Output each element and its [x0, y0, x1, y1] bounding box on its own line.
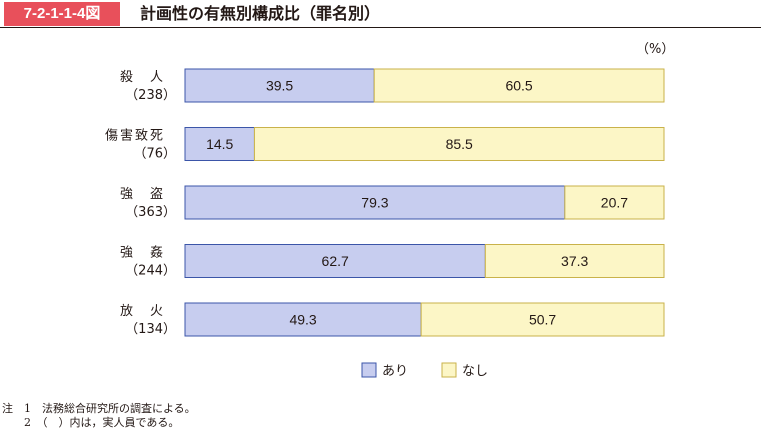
bar-value-label: 60.5: [505, 78, 532, 94]
bar-value-label: 79.3: [361, 195, 388, 211]
bar-value-label: 85.5: [446, 136, 473, 152]
bar-segment-yes: [184, 68, 375, 103]
bar-value-label: 50.7: [529, 312, 556, 328]
category-count-label: （244）: [125, 264, 176, 279]
figure-title: 計画性の有無別構成比（罪名別）: [140, 4, 381, 23]
figure-number-badge: 7-2-1-1-4図: [4, 2, 120, 26]
footnote-1: 注 1 法務総合研究所の調査による。: [2, 402, 196, 415]
legend-label-yes: あり: [382, 364, 408, 379]
bar-segment-yes: [184, 127, 255, 161]
category-count-label: （363）: [125, 205, 176, 220]
category-label: 強 姦: [120, 245, 165, 261]
footnotes: 注 1 法務総合研究所の調査による。 2 （ ）内は，実人員である。: [2, 402, 196, 430]
bar-segment-no: [420, 302, 665, 337]
bar-segment-yes: [184, 185, 566, 220]
category-label: 強 盗: [120, 186, 165, 202]
bar-segment-no: [564, 185, 665, 220]
bar-value-label: 14.5: [206, 136, 233, 152]
bar-segment-no: [253, 127, 665, 161]
bar-value-label: 39.5: [266, 78, 293, 94]
legend-swatch-yes: [361, 362, 377, 378]
category-count-label: （76）: [133, 147, 176, 162]
legend-swatch-no: [441, 362, 457, 378]
bar-segment-yes: [184, 302, 422, 337]
bar-value-label: 62.7: [322, 253, 349, 269]
category-label: 傷害致死: [105, 128, 165, 144]
bar-value-label: 49.3: [289, 312, 316, 328]
bar-value-label: 20.7: [601, 195, 628, 211]
category-count-label: （238）: [125, 88, 176, 103]
bar-segment-no: [373, 68, 665, 103]
title-underline: [0, 27, 761, 28]
bar-value-label: 37.3: [561, 253, 588, 269]
bar-segment-no: [484, 244, 665, 278]
category-count-label: （134）: [125, 322, 176, 337]
footnote-2: 2 （ ）内は，実人員である。: [2, 416, 180, 429]
category-label: 放 火: [120, 304, 165, 319]
category-label: 殺 人: [120, 70, 165, 85]
stacked-bar-chart: 殺 人 （238） 39.5 60.5 傷害致死 （76） 14.5 85.5 強 盗 （363）…: [105, 68, 665, 379]
unit-label: （%）: [636, 42, 675, 57]
legend-label-no: なし: [462, 364, 488, 379]
